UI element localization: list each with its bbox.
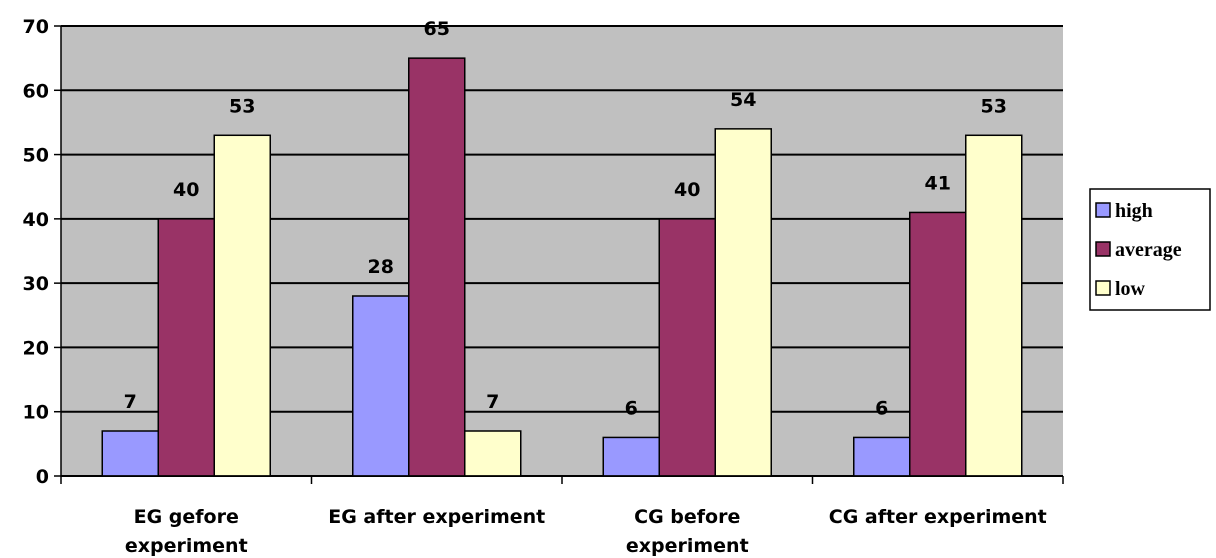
data-label: 54 <box>730 89 756 111</box>
legend-label-low: low <box>1115 278 1146 300</box>
bar-high <box>101 430 159 477</box>
y-tick-label: 30 <box>23 273 49 295</box>
bar-average <box>658 218 716 477</box>
legend-swatch-low <box>1095 280 1111 296</box>
bars <box>101 57 1023 477</box>
x-tick-label: experiment <box>626 535 749 557</box>
data-label: 53 <box>229 95 255 117</box>
data-label: 7 <box>124 391 137 413</box>
y-tick-label: 40 <box>23 209 49 231</box>
bar-low <box>714 128 772 477</box>
x-tick-label: EG gefore <box>134 506 239 528</box>
data-label: 28 <box>368 256 394 278</box>
x-tick-label: CG before <box>634 506 740 528</box>
bar-average <box>909 211 967 477</box>
bar-high <box>352 295 410 477</box>
bar-low <box>965 134 1023 477</box>
bar-average <box>408 57 466 477</box>
data-label: 7 <box>486 391 499 413</box>
data-labels: 7 40 53 28 65 7 6 40 54 6 41 53 <box>124 18 1007 419</box>
bar-low <box>213 134 271 477</box>
data-label: 40 <box>674 179 700 201</box>
data-label: 6 <box>875 397 888 419</box>
y-tick-label: 10 <box>23 402 49 424</box>
y-axis: 0 10 20 30 40 50 60 70 <box>23 16 62 488</box>
x-tick-label: EG after experiment <box>328 506 545 528</box>
bar-high <box>602 436 660 477</box>
x-tick-label: CG after experiment <box>829 506 1047 528</box>
y-tick-label: 70 <box>23 16 49 38</box>
data-label: 41 <box>925 172 951 194</box>
x-tick-label: experiment <box>125 535 248 557</box>
data-label: 6 <box>625 397 638 419</box>
y-tick-label: 0 <box>36 466 49 488</box>
y-tick-label: 20 <box>23 337 49 359</box>
bar-high <box>853 436 911 477</box>
legend-label-high: high <box>1115 200 1153 222</box>
data-label: 40 <box>173 179 199 201</box>
legend-swatch-high <box>1095 202 1111 218</box>
data-label: 53 <box>981 95 1007 117</box>
bar-average <box>157 218 215 477</box>
data-label: 65 <box>424 18 450 40</box>
legend-swatch-average <box>1095 241 1111 257</box>
y-tick-label: 50 <box>23 145 49 167</box>
y-tick-label: 60 <box>23 80 49 102</box>
bar-low <box>464 430 522 477</box>
legend-label-average: average <box>1115 239 1182 261</box>
x-axis: EG gefore experiment EG after experiment CG… <box>60 475 1064 557</box>
legend: high average low <box>1089 188 1211 311</box>
